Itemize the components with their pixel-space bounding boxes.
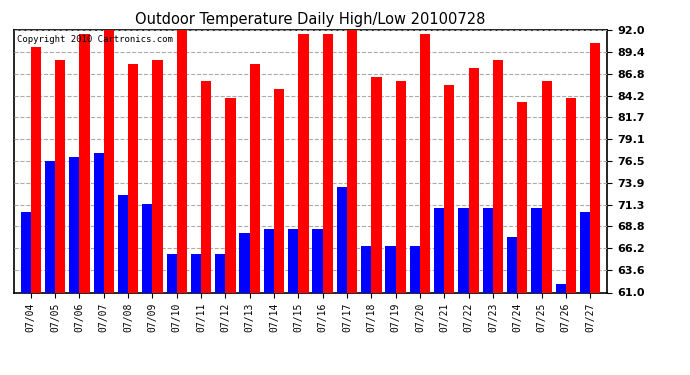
- Bar: [250, 64, 260, 292]
- Bar: [580, 212, 590, 292]
- Bar: [444, 85, 455, 292]
- Bar: [337, 187, 347, 292]
- Bar: [313, 229, 323, 292]
- Bar: [434, 208, 444, 292]
- Bar: [493, 60, 503, 292]
- Bar: [458, 208, 469, 292]
- Bar: [69, 157, 79, 292]
- Bar: [215, 254, 226, 292]
- Bar: [94, 153, 104, 292]
- Bar: [347, 26, 357, 293]
- Bar: [166, 254, 177, 292]
- Bar: [21, 212, 31, 292]
- Bar: [288, 229, 298, 292]
- Title: Outdoor Temperature Daily High/Low 20100728: Outdoor Temperature Daily High/Low 20100…: [135, 12, 486, 27]
- Bar: [239, 233, 250, 292]
- Bar: [177, 30, 187, 292]
- Bar: [152, 60, 163, 292]
- Bar: [531, 208, 542, 292]
- Bar: [483, 208, 493, 292]
- Bar: [590, 43, 600, 292]
- Bar: [420, 34, 430, 292]
- Bar: [31, 47, 41, 292]
- Text: Copyright 2010 Cartronics.com: Copyright 2010 Cartronics.com: [17, 35, 172, 44]
- Bar: [128, 64, 138, 292]
- Bar: [298, 34, 308, 292]
- Bar: [55, 60, 66, 292]
- Bar: [142, 204, 152, 292]
- Bar: [507, 237, 518, 292]
- Bar: [226, 98, 235, 292]
- Bar: [45, 161, 55, 292]
- Bar: [386, 246, 395, 292]
- Bar: [410, 246, 420, 292]
- Bar: [361, 246, 371, 292]
- Bar: [104, 26, 114, 293]
- Bar: [79, 34, 90, 292]
- Bar: [518, 102, 527, 292]
- Bar: [395, 81, 406, 292]
- Bar: [555, 284, 566, 292]
- Bar: [371, 76, 382, 292]
- Bar: [323, 34, 333, 292]
- Bar: [191, 254, 201, 292]
- Bar: [201, 81, 211, 292]
- Bar: [566, 98, 576, 292]
- Bar: [264, 229, 274, 292]
- Bar: [274, 89, 284, 292]
- Bar: [542, 81, 552, 292]
- Bar: [469, 68, 479, 292]
- Bar: [118, 195, 128, 292]
